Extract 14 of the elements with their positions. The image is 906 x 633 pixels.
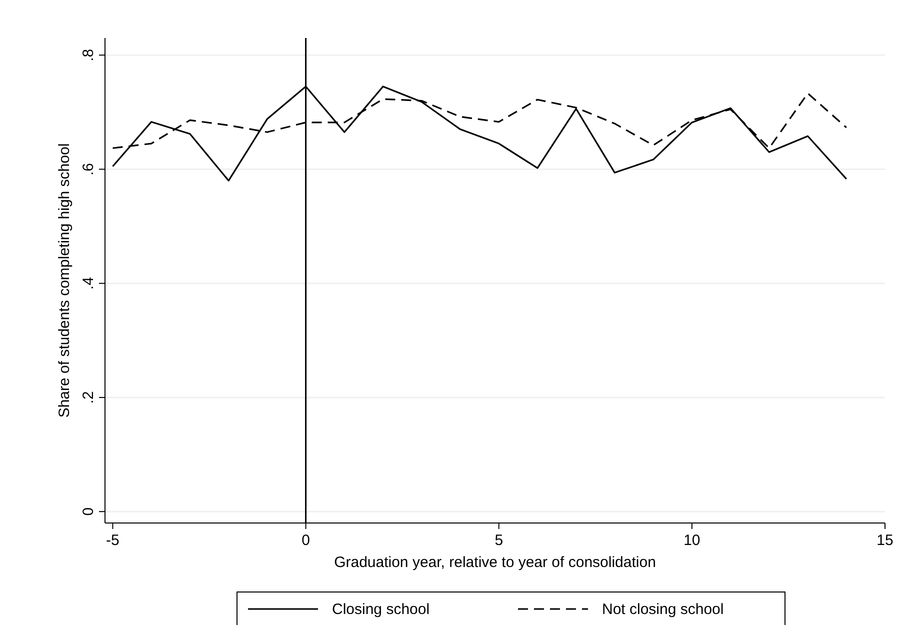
y-tick-label: .4 [80, 277, 97, 290]
y-tick-label: .2 [80, 391, 97, 404]
x-tick-label: 15 [876, 532, 894, 549]
x-tick-label: -5 [106, 532, 120, 549]
y-tick-label: .6 [80, 162, 97, 176]
y-tick-label: 0 [80, 507, 97, 516]
legend-label: Not closing school [602, 601, 724, 618]
y-axis-title: Share of students completing high school [56, 143, 73, 418]
x-tick-label: 5 [494, 532, 504, 549]
x-tick-label: 10 [684, 532, 700, 549]
legend-label: Closing school [332, 601, 430, 618]
x-tick-label: 0 [302, 532, 310, 549]
y-tick-label: .8 [80, 48, 97, 62]
x-axis-title: Graduation year, relative to year of consolidation [334, 554, 656, 571]
